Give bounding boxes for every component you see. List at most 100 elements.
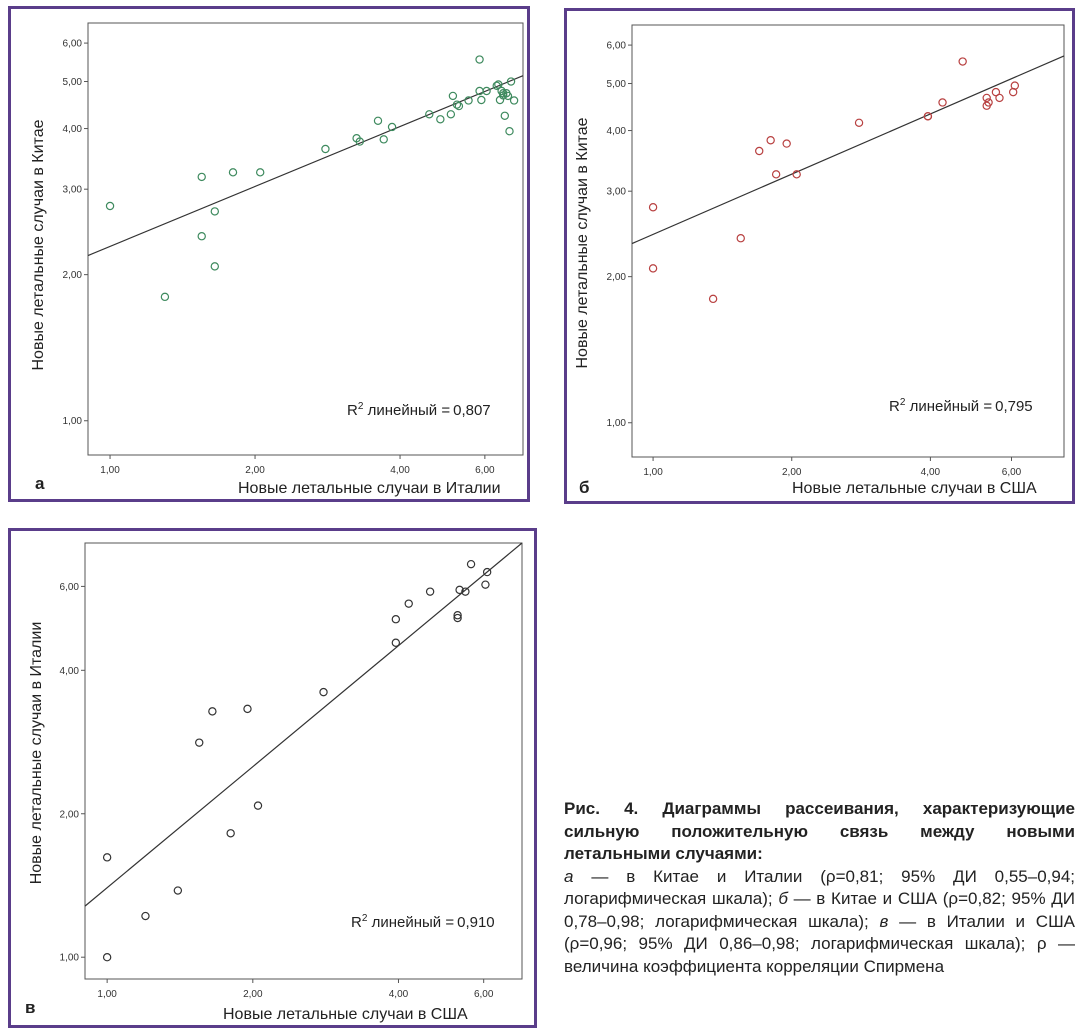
x-tick-label: 2,00 (245, 465, 265, 476)
scatter-point (210, 207, 219, 216)
y-tick-label: 2,00 (63, 270, 83, 281)
scatter-point (105, 201, 115, 211)
caption-letter-a: а (564, 866, 574, 886)
scatter-point (453, 611, 462, 620)
y-tick-label: 2,00 (60, 809, 80, 820)
scatter-point (492, 81, 501, 90)
scatter-point (355, 137, 364, 146)
panel-letter-a: а (35, 474, 45, 493)
y-ticks: 1,00 2,00 4,00 6,00 (60, 582, 85, 964)
scatter-point (995, 93, 1004, 103)
caption-text-c: — в Италии и США (ρ=0,96; 95% ДИ 0,86–0,… (564, 911, 1075, 976)
scatter-point (982, 93, 991, 103)
scatter-point (391, 638, 401, 647)
plot-frame (87, 22, 524, 456)
scatter-point (958, 57, 967, 66)
scatter-point (454, 101, 464, 111)
fit-line (84, 542, 523, 907)
scatter-point (436, 115, 445, 124)
chart-a-svg: 1,00 2,00 4,00 6,00 1,00 2,00 3,00 4,00 5,00 6,0… (30, 22, 524, 497)
x-ticks: 1,00 2,00 4,00 6,00 (97, 979, 494, 1000)
scatter-point (379, 135, 388, 144)
figure-caption: Рис. 4. Диаграммы рассеивания, характери… (564, 798, 1075, 978)
scatter-point (792, 170, 801, 179)
scatter-point (494, 80, 503, 89)
scatter-point (195, 738, 204, 747)
y-tick-label: 2,00 (607, 272, 627, 283)
scatter-point (446, 110, 456, 119)
scatter-point (505, 127, 514, 136)
scatter-point (141, 911, 150, 921)
y-axis-title: Новые летальные случаи в Италии (28, 622, 45, 885)
x-tick-label: 6,00 (475, 465, 495, 476)
chart-b-svg: 1,00 2,00 4,00 6,00 1,00 2,00 3,00 4,00 5,00 6,0… (574, 24, 1065, 497)
scatter-point (648, 264, 658, 273)
scatter-point (481, 580, 490, 589)
y-tick-label: 1,00 (607, 418, 627, 429)
y-tick-label: 6,00 (63, 39, 83, 50)
scatter-point (102, 853, 112, 862)
y-tick-label: 1,00 (63, 416, 83, 427)
scatter-point (500, 111, 509, 120)
scatter-point (453, 613, 462, 623)
scatter-point (499, 89, 508, 98)
scatter-point (755, 146, 764, 156)
scatter-point (173, 886, 183, 895)
x-tick-label: 1,00 (643, 467, 663, 478)
caption-text-a: — в Китае и Италии (ρ=0,81; 95% ДИ 0,55–… (564, 866, 1075, 909)
scatter-point (509, 96, 519, 105)
panel-letter-c: в (25, 998, 35, 1017)
chart-panel-a: 1,00 2,00 4,00 6,00 1,00 2,00 3,00 4,00 5,00 6,0… (8, 6, 530, 502)
scatter-point (391, 615, 401, 624)
y-tick-label: 3,00 (607, 187, 627, 198)
y-ticks: 1,00 2,00 3,00 4,00 5,00 6,00 (63, 39, 88, 427)
fit-line (631, 55, 1065, 245)
scatter-point (461, 587, 470, 596)
scatter-point (210, 262, 219, 271)
scatter-point (208, 707, 217, 716)
y-tick-label: 6,00 (607, 41, 627, 52)
scatter-point (771, 170, 781, 179)
y-tick-label: 4,00 (607, 126, 627, 137)
scatter-point (464, 96, 473, 105)
y-tick-label: 5,00 (607, 79, 627, 90)
caption-letter-b: б (778, 889, 788, 908)
x-tick-label: 2,00 (782, 467, 802, 478)
x-tick-label: 1,00 (100, 465, 120, 476)
x-axis-title: Новые летальные случаи в США (792, 480, 1037, 497)
y-tick-label: 3,00 (63, 185, 83, 196)
y-tick-label: 4,00 (63, 124, 83, 135)
x-tick-label: 4,00 (390, 465, 410, 476)
plot-frame (84, 542, 523, 980)
scatter-points (105, 55, 519, 302)
scatter-point (782, 139, 791, 148)
x-tick-label: 4,00 (921, 467, 941, 478)
scatter-point (102, 952, 112, 962)
scatter-point (321, 144, 330, 154)
y-axis-title: Новые летальные случаи в Китае (30, 119, 47, 370)
x-tick-label: 6,00 (474, 989, 494, 1000)
x-axis-title: Новые летальные случаи в Италии (238, 480, 501, 497)
y-tick-label: 4,00 (60, 666, 80, 677)
y-axis-title: Новые летальные случаи в Китае (574, 117, 591, 368)
scatter-point (938, 98, 947, 107)
scatter-point (1010, 81, 1020, 90)
plot-frame (631, 24, 1065, 458)
scatter-point (452, 100, 462, 109)
scatter-point (425, 587, 435, 596)
scatter-point (854, 118, 864, 127)
scatter-point (243, 704, 252, 714)
scatter-point (482, 567, 492, 577)
x-tick-label: 1,00 (97, 989, 117, 1000)
r2-annotation: R2 линейный = 0,807 (347, 401, 491, 419)
scatter-point (648, 203, 658, 212)
chart-panel-b: 1,00 2,00 4,00 6,00 1,00 2,00 3,00 4,00 5,00 6,0… (564, 8, 1075, 504)
scatter-point (448, 91, 458, 101)
x-axis-title: Новые летальные случаи в США (223, 1006, 468, 1023)
scatter-point (984, 98, 993, 107)
scatter-point (228, 168, 238, 177)
y-ticks: 1,00 2,00 3,00 4,00 5,00 6,00 (607, 41, 632, 429)
scatter-point (197, 172, 206, 182)
scatter-point (455, 585, 464, 595)
scatter-point (319, 687, 328, 697)
